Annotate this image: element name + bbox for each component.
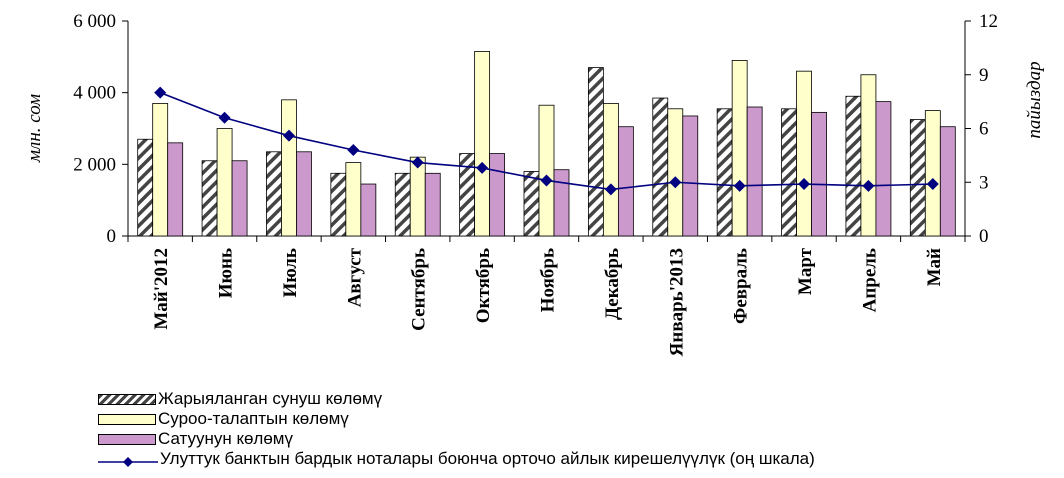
yield-point — [476, 161, 489, 174]
yield-point — [347, 144, 360, 156]
bar-offer — [394, 172, 411, 237]
yield-point — [282, 129, 295, 142]
bar-offer — [523, 171, 540, 237]
bar-demand — [152, 103, 169, 237]
bar-offer — [652, 97, 669, 237]
legend-label-yield: Улуттук банктын бардык ноталары боюнча о… — [160, 449, 815, 468]
bar-offer — [330, 172, 347, 237]
y2-tick-label: 0 — [979, 226, 989, 247]
bar-sales — [553, 169, 570, 237]
bar-demand — [409, 156, 426, 237]
bar-sales — [939, 126, 956, 237]
legend-label-offer: Жарыяланган сунуш көлөмү — [158, 389, 383, 408]
bar-demand — [345, 162, 362, 237]
category-label: Сентябрь — [409, 248, 430, 331]
y2-tick-label: 12 — [979, 11, 998, 32]
bar-demand — [538, 104, 555, 237]
bar-demand — [796, 70, 812, 237]
bar-offer — [781, 108, 797, 237]
y-tick-label: 2 000 — [73, 154, 116, 175]
yield-point — [540, 174, 553, 187]
bar-sales — [231, 160, 248, 237]
bar-sales — [746, 106, 763, 237]
bar-demand — [860, 74, 877, 237]
yield-point — [604, 183, 617, 196]
category-label: Ноябрь — [538, 248, 559, 312]
yield-point — [798, 178, 811, 191]
legend-item-offer: Жарыяланган сунуш көлөмү — [98, 389, 815, 409]
bar-demand — [474, 51, 491, 237]
legend-item-yield: Улуттук банктын бардык ноталары боюнча о… — [98, 449, 815, 469]
category-label: Декабрь — [602, 248, 623, 320]
bar-demand — [667, 108, 684, 237]
y-tick-label: 6 000 — [73, 11, 116, 32]
legend-swatch-offer — [98, 393, 156, 405]
bar-offer — [587, 67, 604, 237]
bar-sales — [424, 172, 441, 237]
y2-tick-label: 3 — [979, 172, 989, 193]
y-tick-label: 4 000 — [73, 83, 116, 104]
bar-sales — [617, 126, 634, 237]
legend-label-demand: Суроо-талаптын көлөмү — [158, 409, 349, 428]
category-label: Март — [795, 247, 816, 295]
bar-offer — [137, 138, 154, 237]
y2-axis-title: пайыздар — [1024, 61, 1045, 138]
legend-item-sales: Сатуунун көлөмү — [98, 429, 815, 449]
bar-sales — [875, 101, 892, 237]
legend-item-demand: Суроо-талаптын көлөмү — [98, 409, 815, 429]
category-label: Май'2012 — [151, 248, 172, 330]
bar-sales — [811, 111, 827, 237]
yield-point — [926, 178, 939, 191]
legend-swatch-demand — [98, 413, 156, 425]
bar-offer — [266, 151, 282, 237]
yield-point — [154, 86, 167, 99]
y-axis-title: млн. сом — [24, 94, 45, 163]
bar-demand — [924, 110, 941, 237]
bar-demand — [731, 60, 748, 237]
bar-sales — [682, 115, 699, 237]
bar-sales — [489, 153, 506, 237]
legend-label-sales: Сатуунун көлөмү — [158, 429, 293, 448]
legend-swatch-yield — [98, 453, 158, 467]
category-label: Апрель — [859, 248, 880, 312]
bar-offer — [909, 119, 926, 237]
y2-tick-label: 9 — [979, 65, 989, 86]
bar-offer — [201, 160, 218, 237]
category-label: Февраль — [731, 248, 752, 324]
bar-offer — [716, 108, 733, 237]
bar-sales — [360, 183, 377, 237]
bar-demand — [281, 99, 297, 237]
category-label: Июнь — [216, 248, 237, 298]
category-label: Май — [924, 248, 945, 286]
legend: Жарыяланган сунуш көлөмү Суроо-талаптын … — [98, 389, 815, 469]
category-label: Август — [344, 247, 365, 307]
bar-demand — [602, 103, 619, 237]
category-label: Январь'2013 — [666, 248, 687, 356]
yield-point — [862, 179, 875, 192]
yield-point — [218, 111, 231, 124]
y2-tick-label: 6 — [979, 119, 989, 140]
legend-swatch-sales — [98, 433, 156, 445]
bar-sales — [167, 142, 184, 237]
category-label: Июль — [280, 248, 301, 298]
y-tick-label: 0 — [107, 226, 117, 247]
bar-offer — [845, 95, 862, 237]
yield-point — [733, 179, 746, 192]
bar-demand — [216, 128, 233, 237]
bar-sales — [296, 151, 312, 237]
category-label: Октябрь — [473, 248, 494, 323]
yield-point — [669, 176, 682, 189]
yield-point — [411, 156, 424, 169]
